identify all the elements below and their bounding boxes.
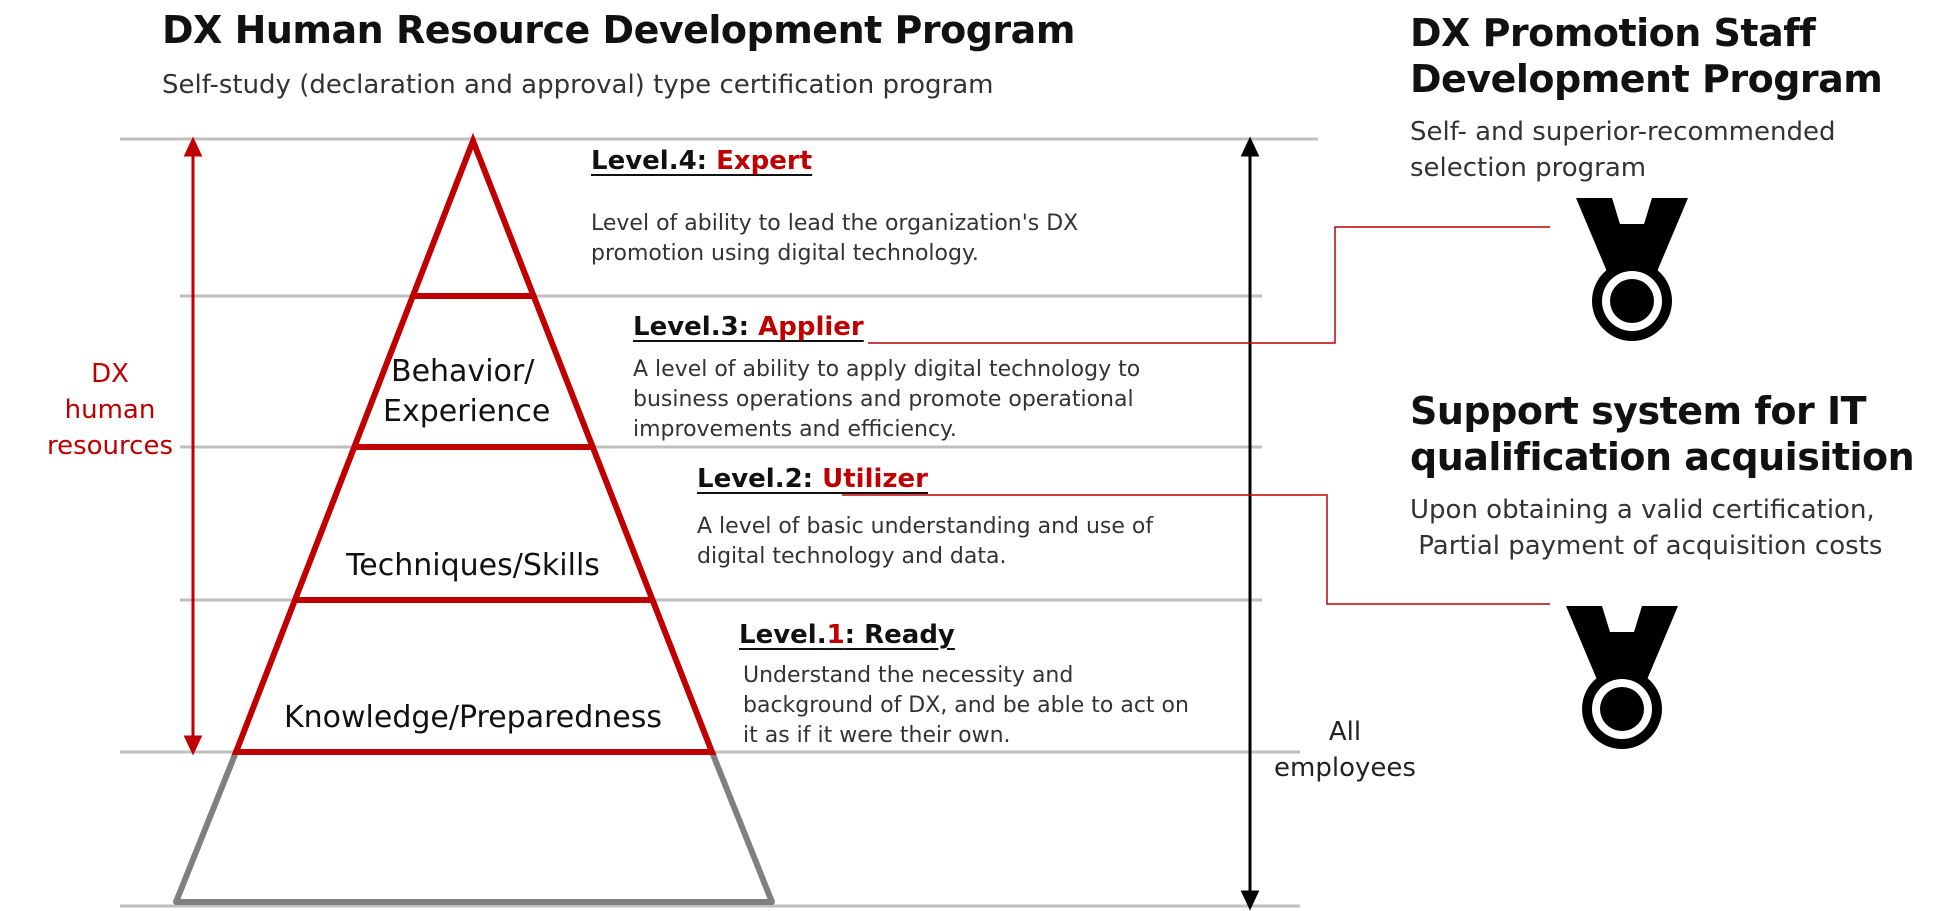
tier-knowledge-preparedness: Knowledge/Preparedness <box>283 700 663 735</box>
level-1-description: Understand the necessity and background … <box>743 663 1189 748</box>
level-2-description: A level of basic understanding and use o… <box>697 514 1154 569</box>
medal-icon <box>1566 606 1678 749</box>
level-2-title: Level.2: Utilizer <box>697 464 928 494</box>
medal-icon <box>1576 198 1688 341</box>
dx-human-resources-label: DX human resources <box>46 359 173 461</box>
connector-utilizer <box>842 494 1550 605</box>
dx-arrow <box>183 136 203 756</box>
level-4-title: Level.4: Expert <box>591 146 813 176</box>
tier-techniques-skills: Techniques/Skills <box>346 548 600 583</box>
level-1-title: Level.1: Ready <box>739 620 955 650</box>
level-3-description: A level of ability to apply digital tech… <box>633 357 1141 442</box>
level-3-title: Level.3: Applier <box>633 312 864 342</box>
support-system-description: Upon obtaining a valid certification, Pa… <box>1410 495 1883 561</box>
support-system-title: Support system for IT qualification acqu… <box>1410 389 1915 479</box>
program-subtitle: Self-study (declaration and approval) ty… <box>162 70 994 100</box>
all-employees-arrow <box>1240 136 1260 911</box>
pyramid-red <box>231 132 717 755</box>
all-employees-label: All employees <box>1274 717 1416 783</box>
pyramid-base <box>173 750 775 905</box>
promotion-program-description: Self- and superior-recommended selection… <box>1410 117 1836 183</box>
program-title: DX Human Resource Development Program <box>162 8 1075 52</box>
tier-behavior-experience: Behavior/ Experience <box>383 354 551 429</box>
promotion-program-title: DX Promotion Staff Development Program <box>1410 11 1883 101</box>
level-4-description: Level of ability to lead the organizatio… <box>591 211 1079 266</box>
connector-applier <box>868 226 1550 344</box>
